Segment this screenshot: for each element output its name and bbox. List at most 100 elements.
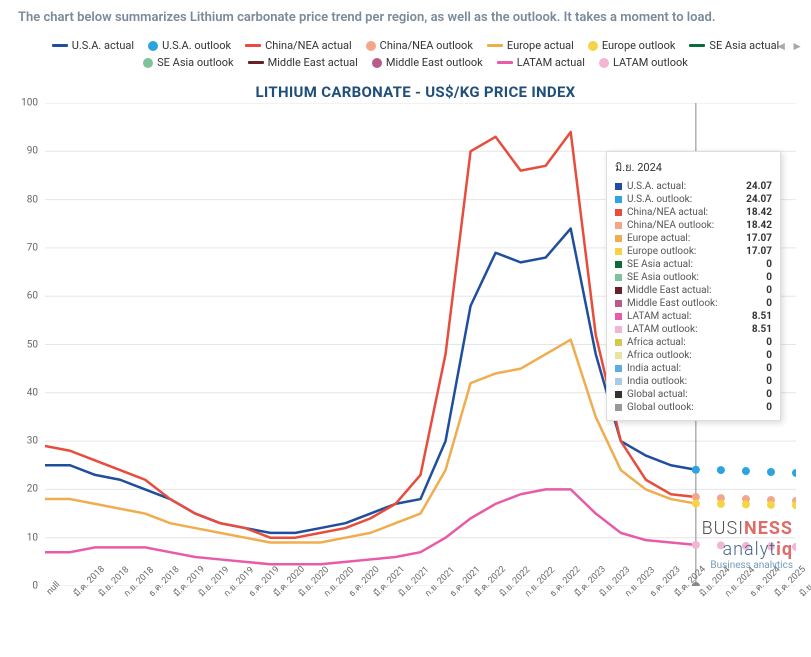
tooltip-row: India outlook:0: [615, 375, 772, 388]
tooltip-label: SE Asia outlook:: [627, 272, 761, 283]
legend-item[interactable]: China/NEA actual: [245, 39, 352, 52]
legend-item[interactable]: U.S.A. actual: [52, 39, 134, 52]
legend-swatch: [148, 41, 158, 51]
legend-item[interactable]: China/NEA outlook: [366, 39, 473, 52]
y-tick-label: 50: [27, 339, 38, 350]
tooltip-row: Global actual:0: [615, 388, 772, 401]
tooltip-label: Africa actual:: [627, 337, 761, 348]
tooltip-swatch: [615, 365, 622, 372]
legend-item[interactable]: SE Asia outlook: [143, 56, 233, 69]
legend-item[interactable]: Middle East outlook: [372, 56, 483, 69]
tooltip-row: Africa outlook:0: [615, 349, 772, 362]
legend-swatch: [689, 44, 705, 47]
legend-item[interactable]: U.S.A. outlook: [148, 39, 231, 52]
tooltip-label: U.S.A. actual:: [627, 181, 741, 192]
tooltip-swatch: [615, 300, 622, 307]
tooltip-row: China/NEA actual:18.42: [615, 206, 772, 219]
tooltip-row: India actual: 0: [615, 362, 772, 375]
legend-swatch: [372, 58, 382, 68]
legend-item[interactable]: Europe outlook: [588, 39, 676, 52]
tooltip-value: 0: [766, 259, 772, 270]
tooltip-label: U.S.A. outlook:: [627, 194, 741, 205]
legend-label: Middle East outlook: [386, 56, 483, 69]
tooltip-value: 0: [766, 272, 772, 283]
chart-legend: U.S.A. actual U.S.A. outlook China/NEA act…: [50, 39, 781, 69]
tooltip-swatch: [615, 261, 622, 268]
tooltip-row: Global outlook:0: [615, 401, 772, 414]
tooltip-swatch: [615, 404, 622, 411]
tooltip-label: SE Asia actual:: [627, 259, 761, 270]
legend-label: China/NEA actual: [265, 39, 352, 52]
legend-swatch: [599, 58, 609, 68]
legend-swatch: [245, 44, 261, 47]
tooltip-swatch: [615, 235, 622, 242]
tooltip-label: LATAM actual:: [627, 311, 747, 322]
y-tick-label: 90: [27, 146, 38, 157]
tooltip-swatch: [615, 209, 622, 216]
tooltip-value: 18.42: [746, 220, 772, 231]
tooltip-swatch: [615, 248, 622, 255]
tooltip-swatch: [615, 274, 622, 281]
y-tick-label: 20: [27, 484, 38, 495]
tooltip-value: 0: [766, 337, 772, 348]
tooltip-value: 0: [766, 285, 772, 296]
tooltip-swatch: [615, 378, 622, 385]
tooltip-label: China/NEA actual:: [627, 207, 741, 218]
chart-description: The chart below summarizes Lithium carbo…: [0, 0, 811, 31]
y-axis: 0102030405060708090100: [0, 103, 42, 586]
legend-label: LATAM actual: [517, 56, 585, 69]
legend-label: LATAM outlook: [613, 56, 688, 69]
tooltip-swatch: [615, 326, 622, 333]
tooltip-row: SE Asia outlook: 0: [615, 271, 772, 284]
tooltip-swatch: [615, 313, 622, 320]
legend-label: Middle East actual: [268, 56, 358, 69]
tooltip-swatch: [615, 339, 622, 346]
tooltip-swatch: [615, 352, 622, 359]
chart-container: ◄ ► U.S.A. actualU.S.A. outlookChina/NEA…: [0, 31, 811, 641]
tooltip-value: 17.07: [746, 246, 772, 257]
legend-swatch: [52, 44, 68, 47]
tooltip-row: LATAM outlook:8.51: [615, 323, 772, 336]
brand-line1a: BUSI: [702, 518, 744, 539]
brand-line2: analytiq: [702, 539, 793, 560]
legend-item[interactable]: SE Asia actual: [689, 39, 779, 52]
legend-label: China/NEA outlook: [380, 39, 473, 52]
tooltip-swatch: [615, 196, 622, 203]
legend-item[interactable]: Europe actual: [487, 39, 574, 52]
tooltip-value: 0: [766, 402, 772, 413]
legend-item[interactable]: LATAM outlook: [599, 56, 688, 69]
tooltip-row: Europe actual:17.07: [615, 232, 772, 245]
chart-title: LITHIUM CARBONATE - US$/KG PRICE INDEX: [50, 83, 781, 101]
tooltip-row: LATAM actual:8.51: [615, 310, 772, 323]
tooltip-label: Middle East actual:: [627, 285, 761, 296]
tooltip-label: Middle East outlook:: [627, 298, 761, 309]
tooltip-label: India outlook:: [627, 376, 761, 387]
y-tick-label: 0: [32, 581, 38, 592]
y-tick-label: 100: [21, 98, 38, 109]
legend-swatch: [143, 58, 153, 68]
tooltip-value: 8.51: [752, 324, 772, 335]
tooltip-swatch: [615, 391, 622, 398]
brand-line2b: iq: [776, 539, 793, 560]
tooltip-label: Europe outlook:: [627, 246, 741, 257]
tooltip-label: Africa outlook:: [627, 350, 761, 361]
brand-watermark: BUSINESS analytiq Business analytics: [702, 518, 793, 571]
legend-item[interactable]: Middle East actual: [248, 56, 358, 69]
tooltip-value: 17.07: [746, 233, 772, 244]
legend-item[interactable]: LATAM actual: [497, 56, 585, 69]
brand-sub: Business analytics: [702, 560, 793, 571]
tooltip-value: 24.07: [746, 194, 772, 205]
brand-line1b: NESS: [744, 518, 793, 539]
tooltip-label: India actual:: [627, 363, 761, 374]
legend-swatch: [487, 44, 503, 47]
tooltip-title: มิ.ย. 2024: [615, 158, 772, 176]
tooltip-row: Middle East actual: 0: [615, 284, 772, 297]
legend-swatch: [588, 41, 598, 51]
tooltip-swatch: [615, 183, 622, 190]
tooltip-label: Global actual:: [627, 389, 761, 400]
tooltip-swatch: [615, 287, 622, 294]
tooltip-row: U.S.A. outlook: 24.07: [615, 193, 772, 206]
legend-next-icon[interactable]: ►: [791, 39, 803, 53]
tooltip-value: 0: [766, 363, 772, 374]
x-axis: nullมี.ค. 2018มิ.ย. 2018ก.ย. 2018ธ.ค. 20…: [45, 586, 796, 641]
